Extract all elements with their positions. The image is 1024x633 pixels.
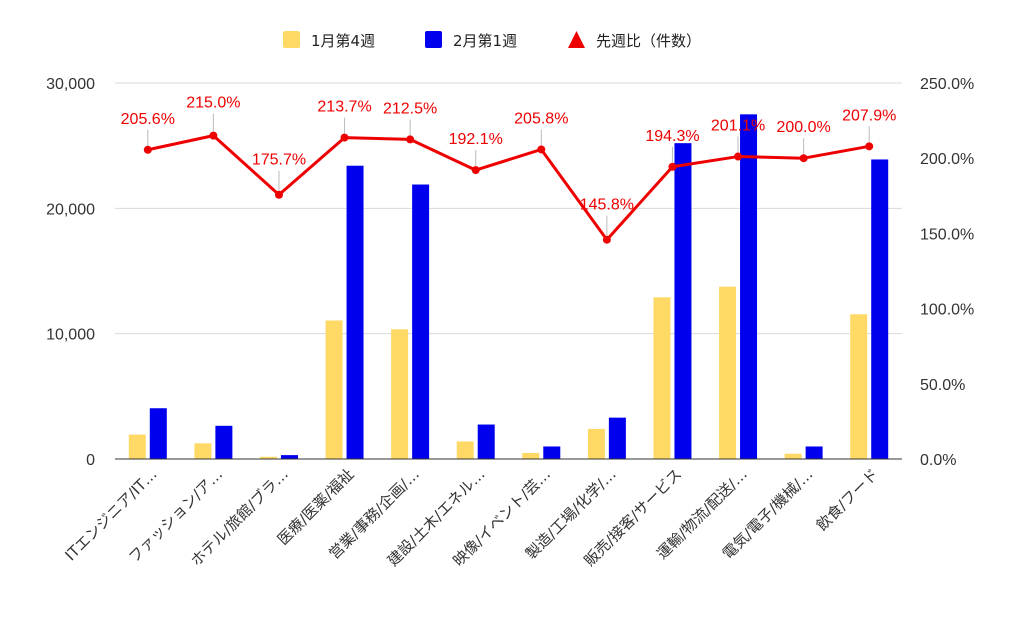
data-label-先週比: 175.7% (252, 152, 306, 169)
bar-2月第1週 (805, 446, 823, 459)
legend-item[interactable]: 1月第4週 (283, 31, 375, 50)
line-point (471, 166, 480, 175)
legend-swatch (283, 31, 300, 48)
legend-label: 先週比（件数） (596, 32, 701, 50)
y-left-tick-label: 10,000 (46, 327, 95, 344)
y-right-tick-label: 100.0% (920, 302, 974, 319)
y-right-tick-label: 0.0% (920, 452, 956, 469)
y-left-tick-label: 20,000 (46, 201, 95, 218)
bar-2月第1週 (543, 446, 561, 459)
data-label-先週比: 145.8% (580, 197, 634, 214)
data-label-先週比: 200.0% (776, 119, 830, 136)
bar-2月第1週 (149, 408, 167, 459)
line-point (406, 135, 415, 144)
bar-2月第1週 (740, 114, 758, 459)
bar-2月第1週 (477, 424, 495, 459)
bar-1月第4週 (850, 314, 868, 459)
bar-1月第4週 (325, 320, 343, 459)
bar-2月第1週 (280, 455, 298, 459)
data-label-先週比: 213.7% (317, 99, 371, 116)
bar-2月第1週 (674, 143, 692, 459)
legend-label: 2月第1週 (453, 32, 517, 50)
bar-1月第4週 (456, 441, 474, 459)
y-right-tick-label: 200.0% (920, 151, 974, 168)
bar-1月第4週 (391, 329, 409, 459)
line-point (274, 190, 283, 199)
legend-item[interactable]: 先週比（件数） (568, 31, 701, 50)
y-right-tick-label: 150.0% (920, 226, 974, 243)
bar-1月第4週 (522, 452, 540, 459)
bar-1月第4週 (784, 453, 802, 459)
bar-1月第4週 (128, 434, 146, 459)
line-point (799, 154, 808, 163)
legend-swatch (425, 31, 442, 48)
line-先週比 (147, 134, 870, 242)
data-label-先週比: 192.1% (449, 131, 503, 148)
data-label-先週比: 205.6% (121, 111, 175, 128)
bar-2月第1週 (215, 425, 233, 459)
y-right-tick-label: 50.0% (920, 377, 965, 394)
line-point (340, 133, 349, 142)
legend-triangle-icon (568, 31, 585, 48)
bar-1月第4週 (259, 456, 277, 459)
y-left-tick-label: 0 (86, 452, 95, 469)
x-category-label: 飲食/フード (813, 465, 882, 534)
line-point (143, 145, 152, 154)
bar-2月第1週 (346, 165, 364, 459)
data-label-先週比: 212.5% (383, 100, 437, 117)
data-label-先週比: 207.9% (842, 107, 896, 124)
data-label-先週比: 201.1% (711, 118, 765, 135)
bar-1月第4週 (587, 428, 605, 459)
line-point (209, 131, 218, 140)
bar-1月第4週 (653, 297, 671, 459)
line-point (734, 152, 743, 161)
data-label-先週比: 194.3% (645, 128, 699, 145)
legend-label: 1月第4週 (311, 32, 375, 50)
bar-1月第4週 (719, 286, 737, 459)
bar-1月第4週 (194, 443, 212, 459)
line-point (602, 235, 611, 244)
legend-item[interactable]: 2月第1週 (425, 31, 517, 50)
y-left-tick-label: 30,000 (46, 76, 95, 93)
bar-2月第1週 (871, 159, 889, 459)
data-label-先週比: 215.0% (186, 95, 240, 112)
bar-2月第1週 (608, 417, 626, 459)
line-point (865, 142, 874, 151)
line-point (537, 145, 546, 154)
bar-2月第1週 (412, 184, 430, 459)
line-point (668, 162, 677, 171)
data-label-先週比: 205.8% (514, 110, 568, 127)
y-right-tick-label: 250.0% (920, 76, 974, 93)
